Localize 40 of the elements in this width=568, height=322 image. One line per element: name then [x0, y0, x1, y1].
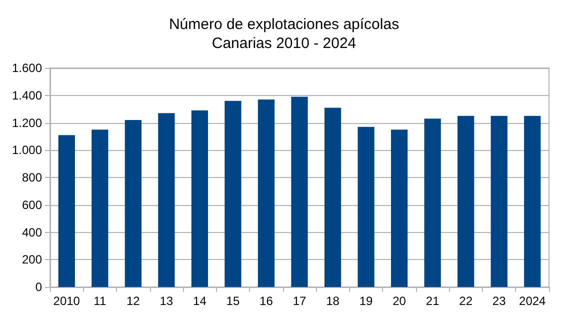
y-tick-label: 1.000 [12, 143, 42, 158]
bar [358, 126, 374, 287]
bar [224, 100, 242, 287]
x-tick-label: 14 [193, 294, 207, 308]
bar [390, 130, 408, 287]
y-tick-label: 1.400 [12, 88, 42, 102]
x-tick-label: 12 [126, 294, 140, 308]
chart-title: Número de explotaciones apícolas Canarias 2010 - 2024 [168, 16, 400, 52]
x-tick-label: 17 [292, 294, 306, 308]
bar [490, 116, 508, 287]
x-tick-label: 20 [392, 294, 406, 308]
x-tick-label: 13 [160, 294, 174, 308]
x-tick-label: 11 [94, 294, 106, 308]
x-tick-label: 18 [326, 294, 340, 308]
x-tick-label: 21 [426, 294, 440, 308]
x-tick-label: 22 [459, 294, 473, 308]
x-tick-label: 19 [359, 294, 374, 308]
x-tick-label: 16 [260, 294, 274, 308]
bar [158, 113, 175, 287]
y-tick-label: 1.600 [12, 61, 42, 75]
bar [124, 120, 142, 287]
bar [524, 116, 541, 287]
y-tick-label: 400 [22, 225, 42, 240]
y-tick-label: 200 [22, 252, 42, 267]
bar [58, 135, 75, 287]
x-tick-label: 2010 [53, 294, 80, 308]
bar [424, 118, 441, 287]
y-tick-label: 600 [22, 198, 42, 212]
x-tick-label: 15 [226, 294, 240, 308]
bar [191, 110, 208, 287]
y-tick-label: 800 [22, 170, 42, 184]
bar [258, 99, 275, 287]
bar [92, 130, 108, 287]
bar [458, 116, 474, 287]
x-tick-label: 23 [492, 294, 506, 308]
bar [324, 108, 342, 287]
x-tick-label: 2024 [519, 294, 546, 308]
y-tick-label: 1.200 [12, 116, 42, 130]
bar [291, 96, 308, 287]
y-tick-label: 0 [35, 280, 42, 294]
